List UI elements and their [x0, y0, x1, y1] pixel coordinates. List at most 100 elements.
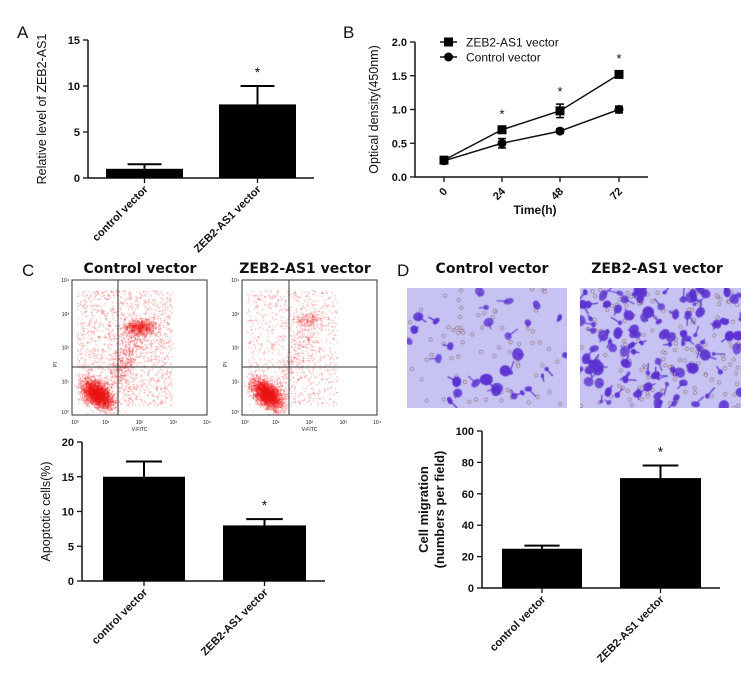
panel-label-c: C [22, 261, 34, 280]
y-tick-label: 100 [456, 426, 474, 438]
flow-y-tick-label: 10³ [62, 312, 70, 318]
panel-label-a: A [17, 23, 29, 42]
legend-label: Control vector [466, 51, 541, 65]
y-tick-label: 2.0 [392, 37, 407, 49]
y-tick-label: 0.0 [392, 172, 407, 184]
flow-x-axis-label: V-FITC [132, 427, 148, 433]
flow-x-tick-label: 10² [136, 420, 144, 426]
chart-c: 0 5 10 15 20 Apoptotic cells(%) control vector… [39, 437, 325, 658]
bar [106, 168, 183, 178]
flow-x-tick-label: 10³ [340, 420, 348, 426]
x-axis-label: Time(h) [513, 203, 556, 217]
y-tick-label: 5 [68, 541, 74, 553]
flow-y-tick-label: 10⁴ [231, 278, 239, 284]
y-tick-label: 1.0 [392, 105, 407, 117]
panel-label-d: D [397, 261, 409, 280]
marker-square [497, 125, 507, 135]
y-tick-label: 0 [68, 576, 74, 588]
flow-y-tick-label: 10¹ [232, 379, 240, 385]
significance-marker: * [499, 106, 504, 121]
flow-axes: 10⁰10⁰10¹10¹10²10²10³10³10⁴10⁴V-FITCPI10… [53, 278, 381, 433]
significance-marker: * [557, 84, 562, 99]
y-axis-label: Relative level of ZEB2-AS1 [35, 34, 49, 185]
flow-title-control: Control vector [84, 261, 197, 277]
marker-circle [555, 126, 565, 136]
bar [620, 478, 701, 588]
bar [502, 548, 582, 588]
significance-marker: * [255, 64, 261, 80]
y-tick-label: 20 [62, 437, 74, 449]
x-tick-label: 72 [608, 186, 625, 203]
flow-x-tick-label: 10⁴ [203, 420, 211, 426]
marker-circle [497, 138, 507, 148]
panel-label-b: B [343, 23, 354, 42]
y-tick-label: 5 [74, 127, 80, 139]
bar [103, 476, 185, 581]
marker-circle [444, 52, 453, 62]
flow-y-tick-label: 10⁰ [231, 410, 239, 416]
y-tick-label: 10 [68, 81, 80, 93]
flow-x-axis-label: V-FITC [302, 427, 318, 433]
chart-d: 0 20 40 60 80 100 Cell migration (numbers per f… [416, 426, 720, 665]
y-tick-label: 15 [68, 35, 80, 47]
flow-x-tick-label: 10¹ [102, 420, 110, 426]
micrograph-control [407, 288, 567, 408]
y-tick-label: 10 [62, 507, 74, 519]
significance-marker: * [658, 444, 664, 460]
micrograph-title-zeb2: ZEB2-AS1 vector [591, 261, 723, 277]
chart-a: 0 5 10 15 Relative level of ZEB2-AS1 control … [35, 34, 314, 255]
y-axis-label: (numbers per field) [432, 451, 447, 569]
flow-cytometry-scatter-zeb2 [242, 280, 377, 415]
flow-y-tick-label: 10² [62, 346, 70, 352]
y-tick-label: 20 [462, 552, 474, 564]
bar [223, 525, 306, 581]
marker-circle [439, 156, 449, 166]
bar [219, 104, 296, 178]
flow-y-tick-label: 10¹ [62, 379, 70, 385]
flow-x-tick-label: 10² [306, 420, 314, 426]
marker-square [555, 106, 565, 116]
x-tick-label: control vector [488, 593, 549, 654]
marker-square [614, 69, 624, 79]
y-tick-label: 0.5 [392, 138, 407, 150]
flow-y-axis-label: PI [223, 362, 229, 367]
series-line [443, 73, 620, 161]
x-tick-label: 24 [491, 185, 509, 203]
flow-x-tick-label: 10³ [170, 420, 178, 426]
flow-y-tick-label: 10⁰ [61, 410, 69, 416]
micrograph-zeb2 [580, 288, 741, 408]
flow-x-tick-label: 10⁰ [71, 420, 79, 426]
y-axis-label: Apoptotic cells(%) [39, 461, 53, 561]
legend-label: ZEB2-AS1 vector [466, 36, 559, 50]
y-axis-label: Cell migration [416, 466, 431, 553]
marker-circle [614, 105, 624, 114]
flow-y-tick-label: 10² [232, 346, 240, 352]
x-tick-label: ZEB2-AS1 vector [595, 593, 667, 665]
y-tick-label: 1.5 [392, 71, 407, 83]
y-axis-label: Optical density(450nm) [367, 45, 381, 174]
x-tick-label: ZEB2-AS1 vector [192, 183, 264, 255]
x-tick-label: control vector [90, 183, 151, 244]
significance-marker: * [262, 497, 268, 513]
flow-x-tick-label: 10¹ [272, 420, 280, 426]
y-tick-label: 40 [462, 520, 474, 532]
flow-title-zeb2: ZEB2-AS1 vector [239, 261, 371, 277]
series-line [443, 108, 620, 162]
y-tick-label: 0 [74, 173, 80, 185]
flow-y-tick-label: 10³ [232, 312, 240, 318]
flow-y-tick-label: 10⁴ [61, 278, 69, 284]
y-tick-label: 80 [462, 457, 474, 469]
flow-x-tick-label: 10⁴ [373, 420, 381, 426]
flow-cytometry-scatter-control [72, 280, 207, 415]
x-tick-label: ZEB2-AS1 vector [199, 586, 271, 658]
x-tick-label: 48 [549, 186, 566, 203]
marker-square [444, 37, 453, 47]
flow-x-tick-label: 10⁰ [241, 420, 249, 426]
y-tick-label: 15 [62, 472, 74, 484]
y-tick-label: 0 [468, 583, 474, 595]
flow-plot-frame [71, 279, 208, 416]
flow-y-axis-label: PI [53, 362, 59, 367]
chart-b: 0.0 0.5 1.0 1.5 2.0 Optical density(450nm) 0 24… [367, 36, 648, 217]
